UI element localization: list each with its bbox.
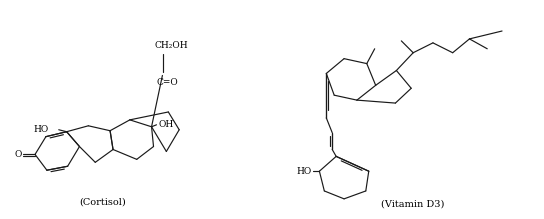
- Text: (Vitamin D3): (Vitamin D3): [381, 199, 445, 208]
- Text: HO: HO: [34, 125, 49, 134]
- Text: C=O: C=O: [157, 78, 178, 87]
- Text: CH₂OH: CH₂OH: [154, 41, 188, 50]
- Text: O: O: [15, 150, 22, 159]
- Text: (Cortisol): (Cortisol): [79, 197, 126, 206]
- Text: HO: HO: [296, 167, 312, 176]
- Text: OH: OH: [158, 120, 174, 129]
